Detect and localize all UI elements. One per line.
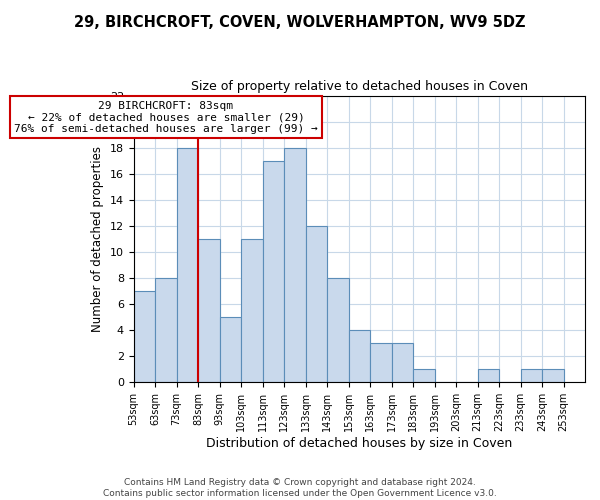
Bar — [478, 370, 499, 382]
Bar — [176, 148, 198, 382]
Bar — [305, 226, 327, 382]
Bar — [349, 330, 370, 382]
Bar — [198, 239, 220, 382]
Bar — [134, 291, 155, 382]
Bar — [263, 160, 284, 382]
Text: Contains HM Land Registry data © Crown copyright and database right 2024.
Contai: Contains HM Land Registry data © Crown c… — [103, 478, 497, 498]
Bar — [155, 278, 176, 382]
Y-axis label: Number of detached properties: Number of detached properties — [91, 146, 104, 332]
Bar — [413, 370, 434, 382]
Bar — [521, 370, 542, 382]
Bar — [392, 343, 413, 382]
Bar — [241, 239, 263, 382]
Bar — [220, 317, 241, 382]
Bar — [327, 278, 349, 382]
Bar — [542, 370, 563, 382]
Text: 29, BIRCHCROFT, COVEN, WOLVERHAMPTON, WV9 5DZ: 29, BIRCHCROFT, COVEN, WOLVERHAMPTON, WV… — [74, 15, 526, 30]
Bar — [284, 148, 305, 382]
X-axis label: Distribution of detached houses by size in Coven: Distribution of detached houses by size … — [206, 437, 512, 450]
Title: Size of property relative to detached houses in Coven: Size of property relative to detached ho… — [191, 80, 528, 93]
Text: 29 BIRCHCROFT: 83sqm
← 22% of detached houses are smaller (29)
76% of semi-detac: 29 BIRCHCROFT: 83sqm ← 22% of detached h… — [14, 101, 318, 134]
Bar — [370, 343, 392, 382]
